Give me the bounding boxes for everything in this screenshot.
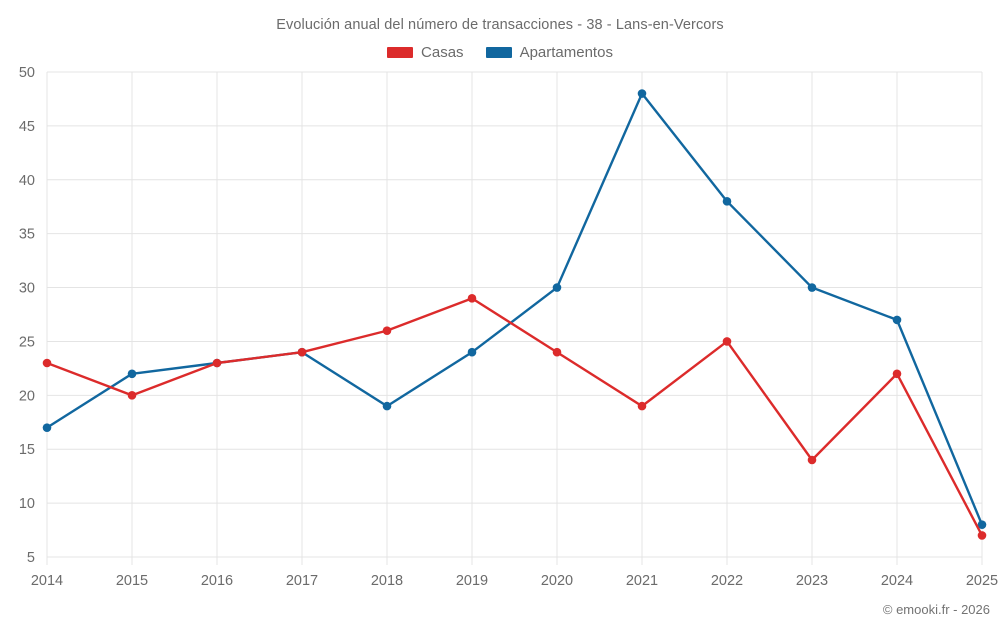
- legend-item-casas[interactable]: Casas: [387, 44, 464, 61]
- data-point-marker[interactable]: [42, 423, 52, 432]
- x-axis-tick-label: 2015: [116, 573, 148, 589]
- data-point-marker[interactable]: [807, 283, 817, 292]
- y-axis-tick-label: 40: [19, 173, 35, 189]
- data-point-marker[interactable]: [977, 520, 987, 529]
- x-axis-tick-label: 2017: [286, 573, 318, 589]
- data-point-marker[interactable]: [552, 283, 562, 292]
- data-point-marker[interactable]: [382, 326, 392, 335]
- grid-lines: [46, 71, 983, 565]
- x-axis-tick-label: 2025: [966, 573, 998, 589]
- x-axis-tick-label: 2022: [711, 573, 743, 589]
- data-point-marker[interactable]: [637, 401, 647, 411]
- data-point-marker[interactable]: [127, 391, 137, 400]
- footer-credit: © emooki.fr - 2026: [882, 602, 990, 617]
- data-point-marker[interactable]: [467, 294, 477, 303]
- y-axis-tick-label: 35: [19, 227, 35, 243]
- data-point-marker[interactable]: [552, 347, 562, 357]
- line-swatch-blue-icon: [485, 47, 512, 58]
- data-point-marker[interactable]: [42, 358, 52, 368]
- x-axis-tick-label: 2016: [201, 573, 233, 589]
- data-point-marker[interactable]: [297, 347, 307, 357]
- y-axis-tick-label: 5: [27, 550, 35, 566]
- data-point-marker[interactable]: [127, 369, 137, 379]
- x-axis-tick-label: 2020: [541, 573, 573, 589]
- y-axis-tick-label: 45: [19, 119, 35, 135]
- data-point-marker[interactable]: [892, 315, 902, 325]
- data-point-marker[interactable]: [807, 455, 817, 465]
- y-axis-tick-label: 10: [19, 496, 35, 512]
- x-axis-tick-labels: 2014 2015 2016 2017 2018 2019 2020 2021 2022 2023…: [31, 573, 998, 589]
- data-point-marker[interactable]: [212, 358, 222, 368]
- x-axis-tick-label: 2019: [456, 573, 488, 589]
- data-series-layer: [42, 89, 987, 540]
- data-point-marker[interactable]: [722, 197, 732, 206]
- x-axis-tick-label: 2021: [626, 573, 658, 589]
- y-axis-tick-label: 30: [19, 281, 35, 297]
- data-point-marker[interactable]: [722, 337, 732, 346]
- legend-label-casas: Casas: [421, 44, 464, 61]
- chart-title: Evolución anual del número de transaccio…: [276, 17, 724, 33]
- chart-legend: Casas Apartamentos: [0, 44, 1000, 61]
- x-axis-tick-label: 2024: [881, 573, 913, 589]
- y-axis-tick-labels: 5 10 15 20 25 30 35 40 45 50: [19, 65, 35, 566]
- series-apartamentos: [42, 89, 987, 529]
- series-line: [45, 297, 984, 537]
- x-axis-tick-label: 2018: [371, 573, 403, 589]
- legend-label-apartamentos: Apartamentos: [519, 44, 613, 61]
- data-point-marker[interactable]: [892, 369, 902, 379]
- x-axis-tick-label: 2014: [31, 573, 63, 589]
- series-line: [45, 92, 984, 526]
- data-point-marker[interactable]: [467, 347, 477, 357]
- data-point-marker[interactable]: [382, 401, 392, 411]
- y-axis-tick-label: 50: [19, 65, 35, 81]
- data-point-marker[interactable]: [977, 531, 987, 540]
- y-axis-tick-label: 15: [19, 442, 35, 458]
- legend-item-apartamentos[interactable]: Apartamentos: [485, 44, 613, 61]
- data-point-marker[interactable]: [637, 89, 647, 98]
- series-casas: [42, 294, 987, 540]
- y-axis-tick-label: 20: [19, 388, 35, 404]
- line-swatch-red-icon: [387, 47, 414, 58]
- x-axis-tick-label: 2023: [796, 573, 828, 589]
- y-axis-tick-label: 25: [19, 334, 35, 350]
